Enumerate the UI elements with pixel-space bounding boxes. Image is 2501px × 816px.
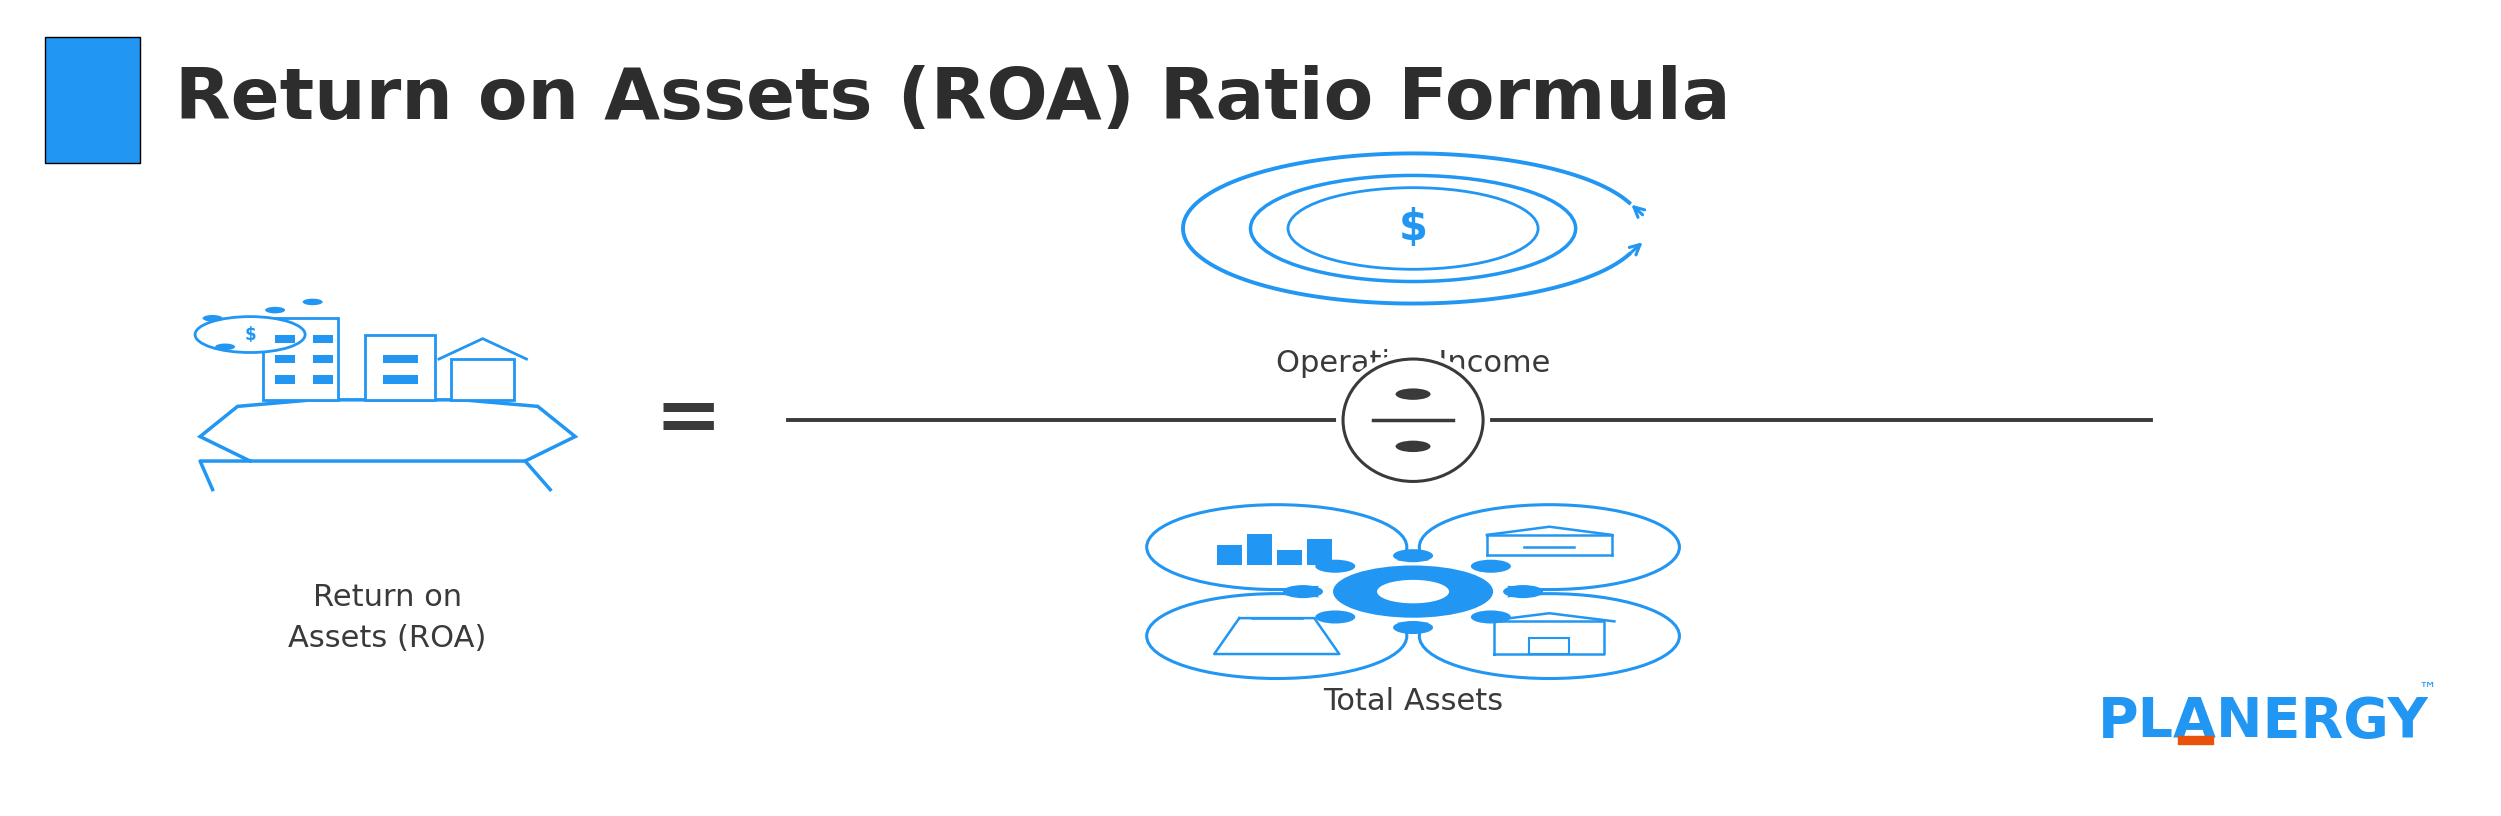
FancyBboxPatch shape (313, 335, 333, 343)
Circle shape (265, 307, 285, 313)
Ellipse shape (1343, 359, 1483, 481)
Text: Return on Assets (ROA) Ratio Formula: Return on Assets (ROA) Ratio Formula (175, 65, 1731, 135)
Text: =: = (655, 381, 720, 459)
Ellipse shape (1336, 353, 1491, 488)
FancyBboxPatch shape (383, 355, 418, 363)
FancyBboxPatch shape (275, 355, 295, 363)
Text: $: $ (245, 326, 255, 344)
Text: Total Assets: Total Assets (1323, 687, 1503, 716)
Circle shape (1421, 594, 1678, 678)
FancyBboxPatch shape (275, 375, 295, 384)
Circle shape (303, 299, 323, 305)
Circle shape (1471, 560, 1511, 573)
Circle shape (1333, 565, 1493, 618)
FancyBboxPatch shape (45, 37, 140, 163)
Circle shape (203, 315, 223, 322)
Circle shape (1503, 585, 1543, 598)
FancyBboxPatch shape (1306, 539, 1331, 565)
Circle shape (1378, 580, 1448, 603)
FancyBboxPatch shape (383, 375, 418, 384)
FancyBboxPatch shape (1245, 534, 1271, 565)
Text: $: $ (1398, 207, 1428, 250)
Circle shape (215, 344, 235, 350)
FancyBboxPatch shape (365, 335, 435, 400)
FancyBboxPatch shape (1215, 545, 1240, 565)
FancyBboxPatch shape (313, 355, 333, 363)
Text: Return on
Assets (ROA): Return on Assets (ROA) (288, 583, 488, 653)
Circle shape (1288, 188, 1538, 269)
Circle shape (1393, 549, 1433, 562)
FancyArrow shape (2178, 736, 2213, 744)
FancyBboxPatch shape (450, 359, 513, 400)
Circle shape (1250, 175, 1576, 282)
Circle shape (1393, 621, 1433, 634)
Circle shape (1318, 561, 1508, 623)
Circle shape (1145, 594, 1406, 678)
Circle shape (1396, 441, 1431, 452)
Circle shape (1421, 504, 1678, 589)
Circle shape (1316, 560, 1356, 573)
Circle shape (195, 317, 305, 353)
FancyBboxPatch shape (1528, 638, 1571, 654)
Text: PLANERGY: PLANERGY (2098, 695, 2428, 749)
Circle shape (1145, 504, 1406, 589)
Text: Operating Income: Operating Income (1276, 348, 1551, 378)
Circle shape (1396, 388, 1431, 400)
Circle shape (1471, 610, 1511, 623)
Circle shape (1283, 585, 1323, 598)
Text: ™: ™ (2418, 681, 2436, 698)
Circle shape (1316, 610, 1356, 623)
FancyBboxPatch shape (263, 318, 338, 400)
FancyBboxPatch shape (1276, 550, 1301, 565)
FancyBboxPatch shape (313, 375, 333, 384)
FancyBboxPatch shape (275, 335, 295, 343)
